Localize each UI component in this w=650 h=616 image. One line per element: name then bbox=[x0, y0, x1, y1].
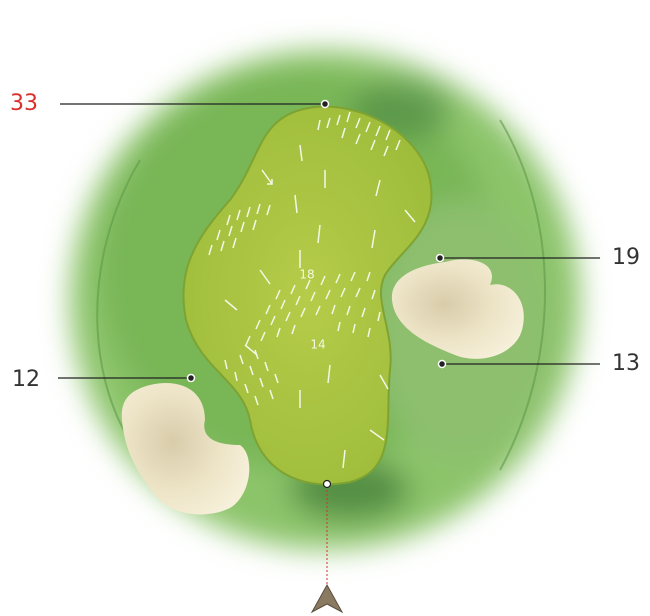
contour-label: 18 bbox=[299, 268, 314, 282]
direction-arrow bbox=[310, 583, 344, 614]
putting-green bbox=[182, 105, 433, 486]
fringe-line bbox=[499, 119, 546, 471]
bunker bbox=[391, 259, 524, 359]
front-dot bbox=[322, 479, 332, 489]
callout-lines bbox=[58, 103, 600, 379]
callout-label: 19 bbox=[612, 245, 640, 270]
callout-dots bbox=[186, 99, 447, 383]
bunker bbox=[121, 383, 250, 515]
contour-label: 14 bbox=[310, 338, 325, 352]
callout-label: 33 bbox=[10, 91, 38, 116]
slope-arrows bbox=[208, 111, 416, 469]
callout-label: 13 bbox=[612, 351, 640, 376]
callout-label: 12 bbox=[12, 367, 40, 392]
